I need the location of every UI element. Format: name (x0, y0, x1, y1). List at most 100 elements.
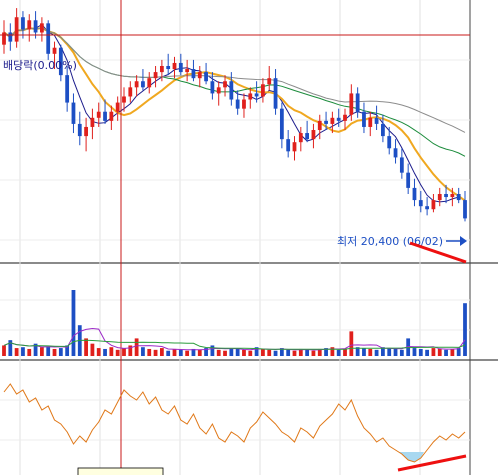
volume-bar (425, 349, 430, 356)
candle-down (178, 62, 183, 73)
volume-bar (90, 343, 95, 356)
candle-down (387, 136, 392, 149)
candle-up (311, 130, 316, 140)
volume-bar (27, 348, 32, 356)
price-panel (0, 0, 498, 262)
candle-down (399, 157, 404, 173)
moving-averages (3, 23, 466, 203)
volume-bar (311, 350, 316, 356)
ma-line-ma-mid (3, 27, 466, 202)
candle-down (21, 17, 25, 30)
volume-bar (21, 347, 25, 356)
volume-bar (343, 348, 347, 356)
candle-down (103, 111, 107, 121)
volume-bar (254, 347, 259, 356)
candle-down (210, 81, 215, 94)
candle-down (456, 194, 461, 201)
candle-down (286, 139, 291, 152)
volume-bar (128, 345, 133, 356)
candle-down (279, 108, 284, 140)
candle-up (52, 47, 57, 54)
candle-up (223, 81, 227, 88)
candle-up (261, 84, 265, 97)
volume-bars (2, 290, 467, 356)
candle-up (450, 194, 455, 198)
candle-up (172, 62, 177, 70)
candle-down (362, 111, 366, 127)
price-trend-line (409, 241, 467, 264)
oscillator-line (3, 383, 466, 463)
candle-up (216, 87, 221, 94)
candle-down (418, 200, 423, 207)
candle-down (65, 75, 70, 103)
volume-bar (463, 303, 467, 356)
candle-down (254, 93, 259, 97)
candle-up (267, 78, 272, 85)
candle-up (197, 72, 202, 79)
volume-bar (223, 350, 227, 356)
volume-moving-averages (3, 327, 466, 351)
low-annotation-text: 최저 20,400 (06/02) (337, 235, 443, 248)
volume-bar (336, 349, 341, 356)
ma-line-ma-longest (3, 27, 466, 133)
volume-bar (216, 349, 221, 356)
candle-up (84, 126, 88, 137)
volume-bar (355, 347, 360, 356)
volume-bar (317, 348, 322, 356)
candle-down (191, 69, 196, 79)
candle-down (406, 172, 411, 188)
candle-down (412, 187, 417, 201)
volume-bar (368, 348, 373, 356)
volume-bar (298, 348, 303, 356)
candle-up (343, 114, 347, 121)
candle-down (463, 200, 467, 219)
candle-up (2, 32, 6, 45)
volume-bar (8, 340, 13, 356)
volume-bar (286, 349, 291, 356)
candle-down (425, 206, 430, 210)
volume-bar (330, 347, 335, 356)
arrow-head-icon (460, 236, 467, 246)
candle-down (336, 117, 341, 121)
candle-up (298, 133, 303, 143)
volume-bar (431, 348, 436, 356)
volume-bar (185, 350, 190, 356)
volume-bar (444, 349, 448, 356)
volume-bar (96, 348, 101, 356)
volume-bar (134, 338, 139, 356)
candle-down (8, 32, 13, 42)
volume-bar (393, 348, 398, 356)
candle-down (58, 47, 63, 76)
oscillator (3, 383, 466, 463)
volume-bar (166, 350, 171, 356)
candle-down (273, 78, 278, 109)
volume-bar (324, 348, 328, 356)
candle-down (324, 120, 328, 124)
candlesticks (2, 8, 467, 222)
volume-bar (191, 348, 196, 356)
date-tooltip (77, 467, 164, 475)
candle-down (166, 66, 171, 70)
candle-down (33, 20, 38, 33)
volume-bar (2, 345, 6, 356)
candle-up (330, 117, 335, 124)
candle-up (147, 78, 152, 88)
volume-bar (115, 349, 120, 356)
volume-bar (273, 350, 278, 356)
volume-bar (52, 348, 57, 356)
candle-up (134, 81, 139, 88)
candle-down (305, 133, 310, 140)
volume-bar (450, 348, 455, 356)
volume-bar (109, 347, 114, 356)
volume-bar (437, 348, 442, 356)
volume-bar (178, 349, 183, 356)
volume-bar (349, 331, 354, 356)
candle-up (90, 117, 95, 127)
volume-bar (242, 349, 246, 356)
candle-down (381, 123, 385, 137)
volume-bar (456, 348, 461, 356)
volume-bar (197, 349, 202, 356)
volume-bar (46, 346, 51, 356)
